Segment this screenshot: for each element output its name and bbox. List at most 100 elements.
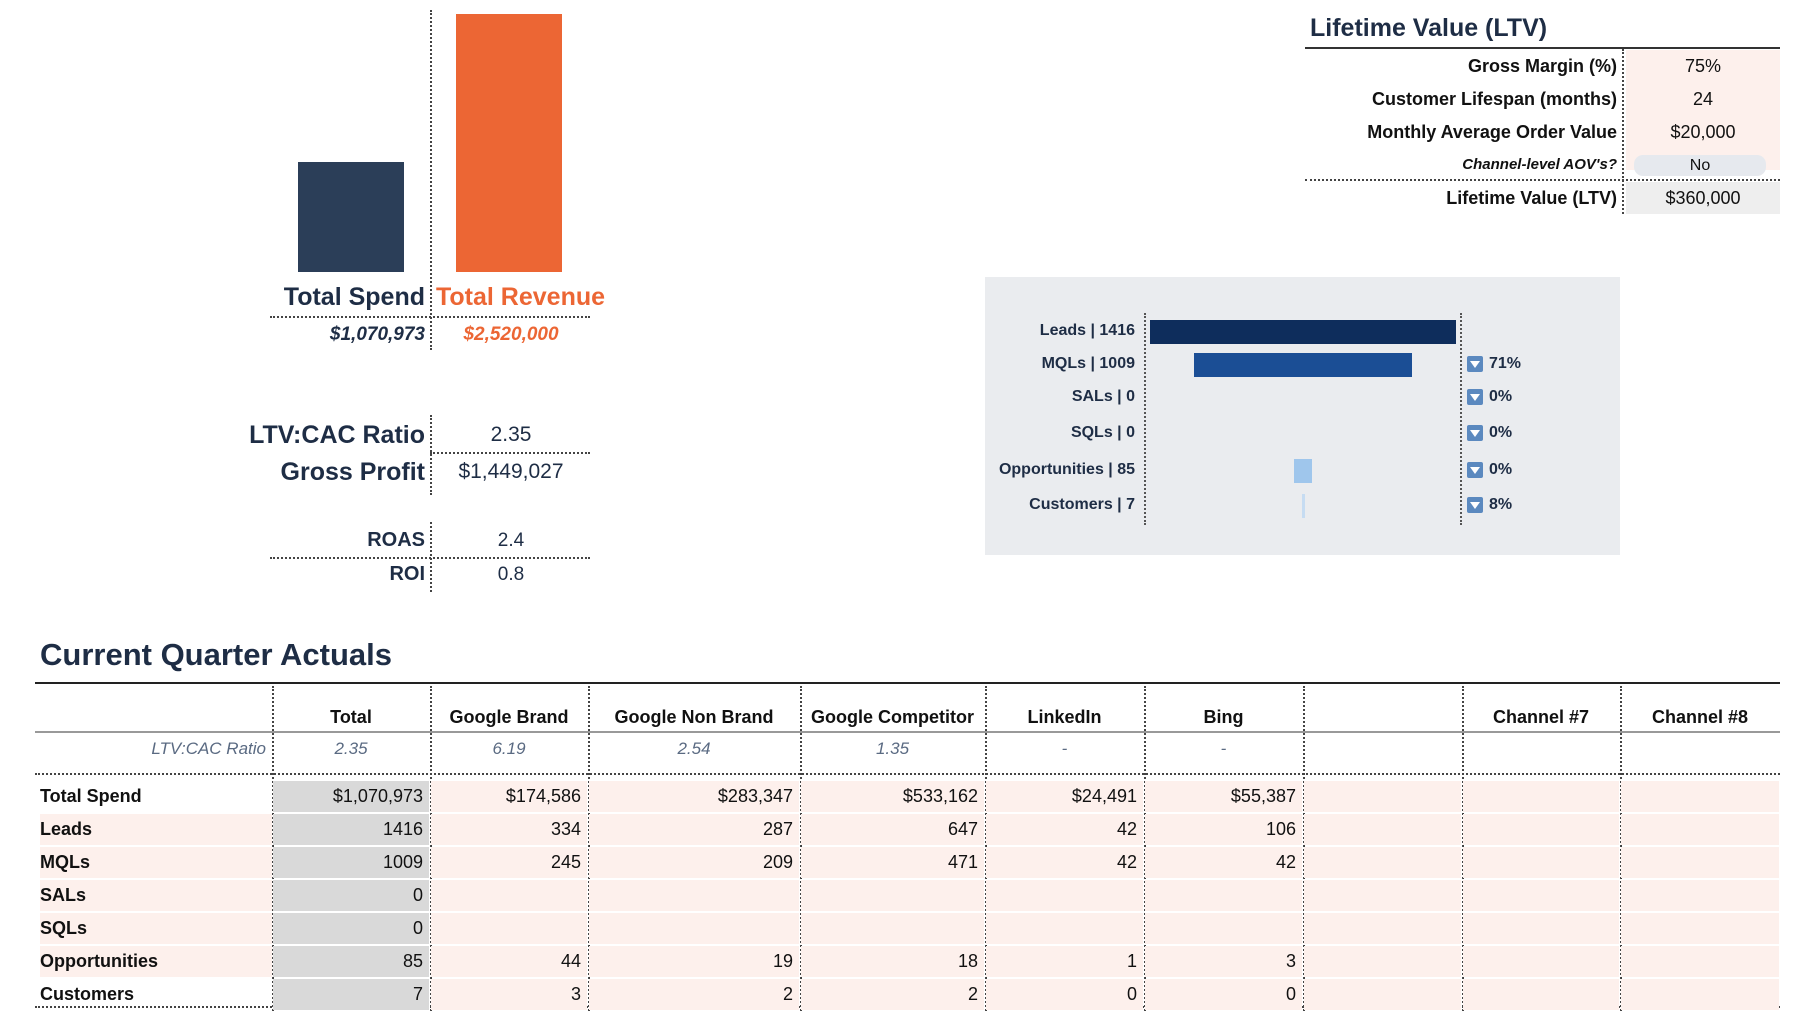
table-cell[interactable] (1304, 847, 1461, 878)
column-header: Total (330, 707, 372, 727)
table-cell[interactable] (986, 913, 1143, 944)
table-cell[interactable]: 1 (986, 946, 1143, 977)
funnel-bar (1150, 320, 1456, 344)
table-cell[interactable] (1304, 913, 1461, 944)
table-cell[interactable] (1145, 913, 1302, 944)
table-cell[interactable] (1304, 781, 1461, 812)
table-cell[interactable] (1621, 781, 1779, 812)
table-cell[interactable] (1304, 979, 1461, 1010)
total-revenue-value: $2,520,000 (463, 324, 559, 345)
table-cell[interactable] (1304, 880, 1461, 911)
total-revenue-label: Total Revenue (436, 283, 606, 311)
table-cell[interactable] (1304, 946, 1461, 977)
column-header: Channel #7 (1492, 707, 1590, 727)
column-header: Google Non Brand (614, 707, 774, 727)
table-cell[interactable]: 471 (801, 847, 984, 878)
table-cell[interactable] (1463, 814, 1619, 845)
table-cell[interactable] (1145, 880, 1302, 911)
gross-margin-value[interactable]: 75% (1684, 56, 1722, 76)
table-cell[interactable] (1621, 979, 1779, 1010)
table-cell[interactable] (1621, 847, 1779, 878)
down-arrow-icon (1467, 388, 1483, 405)
funnel-conversion-pct: 8% (1467, 496, 1557, 514)
ltv-cac-ratio-cell: 6.19 (492, 739, 526, 758)
table-cell[interactable]: 42 (1145, 847, 1302, 878)
table-row-label: SALs (40, 880, 272, 911)
table-cell[interactable] (1621, 814, 1779, 845)
table-cell[interactable] (801, 880, 984, 911)
funnel-conversion-pct: 0% (1467, 388, 1557, 406)
table-cell[interactable] (1463, 781, 1619, 812)
table-cell[interactable]: 209 (589, 847, 799, 878)
table-cell[interactable]: 18 (801, 946, 984, 977)
table-cell[interactable] (589, 880, 799, 911)
table-cell[interactable]: 647 (801, 814, 984, 845)
table-cell[interactable]: 245 (431, 847, 587, 878)
customer-lifespan-value[interactable]: 24 (1692, 89, 1714, 109)
table-cell[interactable]: $174,586 (431, 781, 587, 812)
table-cell[interactable]: $533,162 (801, 781, 984, 812)
table-cell[interactable]: 3 (431, 979, 587, 1010)
column-header: Bing (1203, 707, 1244, 727)
table-cell[interactable]: $24,491 (986, 781, 1143, 812)
column-header: LinkedIn (1027, 707, 1102, 727)
funnel-stage-label: Customers | 7 (1029, 496, 1135, 513)
quarter-section-title: Current Quarter Actuals (40, 637, 392, 672)
gross-margin-label: Gross Margin (%) (1467, 56, 1617, 76)
ltv-result-label: Lifetime Value (LTV) (1446, 188, 1617, 208)
total-revenue-bar (456, 14, 562, 272)
table-cell[interactable]: 2 (589, 979, 799, 1010)
table-cell[interactable] (1463, 913, 1619, 944)
table-cell[interactable]: 44 (431, 946, 587, 977)
down-arrow-icon (1467, 461, 1483, 478)
table-cell[interactable]: 0 (986, 979, 1143, 1010)
table-row-label: Total Spend (40, 786, 142, 806)
table-cell[interactable] (1463, 847, 1619, 878)
channel-aov-dropdown[interactable]: No (1634, 155, 1766, 176)
table-cell[interactable] (589, 913, 799, 944)
table-cell: 1009 (273, 847, 429, 878)
ltv-cac-ratio-cell: 1.35 (875, 739, 910, 758)
funnel-conversion-pct: 71% (1467, 355, 1557, 373)
table-cell[interactable]: 2 (801, 979, 984, 1010)
table-cell[interactable] (431, 913, 587, 944)
table-cell[interactable]: 42 (986, 847, 1143, 878)
table-cell[interactable]: $55,387 (1145, 781, 1302, 812)
down-arrow-icon (1467, 424, 1483, 441)
table-row-label: Opportunities (40, 946, 272, 977)
roas-value: 2.4 (497, 530, 525, 551)
table-cell[interactable]: 42 (986, 814, 1143, 845)
channel-aov-label: Channel-level AOV's? (1462, 156, 1617, 173)
funnel-stage-label: MQLs | 1009 (1041, 355, 1135, 372)
table-cell[interactable] (801, 913, 984, 944)
table-cell[interactable] (1621, 946, 1779, 977)
table-cell[interactable]: 0 (1145, 979, 1302, 1010)
table-cell[interactable] (1304, 814, 1461, 845)
down-arrow-icon (1467, 355, 1483, 372)
table-cell[interactable] (431, 880, 587, 911)
table-row-label: SQLs (40, 913, 272, 944)
table-cell[interactable]: 19 (589, 946, 799, 977)
monthly-aov-value[interactable]: $20,000 (1670, 122, 1736, 142)
table-cell: $1,070,973 (273, 781, 429, 812)
funnel-conversion-pct: 0% (1467, 424, 1557, 442)
table-cell[interactable] (1463, 979, 1619, 1010)
table-cell[interactable] (986, 880, 1143, 911)
funnel-bar (1193, 353, 1412, 377)
table-cell[interactable]: 287 (589, 814, 799, 845)
funnel-bar (1301, 494, 1305, 518)
ltv-cac-ratio-row-label: LTV:CAC Ratio (151, 739, 266, 758)
ltv-cac-ratio-cell: - (1220, 739, 1227, 758)
table-cell[interactable]: 334 (431, 814, 587, 845)
table-cell[interactable]: 3 (1145, 946, 1302, 977)
table-cell[interactable]: 106 (1145, 814, 1302, 845)
monthly-aov-label: Monthly Average Order Value (1367, 122, 1617, 142)
table-cell[interactable]: $283,347 (589, 781, 799, 812)
table-cell: 7 (273, 979, 429, 1010)
table-cell[interactable] (1621, 880, 1779, 911)
table-cell[interactable] (1463, 880, 1619, 911)
table-cell[interactable] (1621, 913, 1779, 944)
table-cell: 0 (273, 913, 429, 944)
funnel-stage-label: SALs | 0 (1071, 388, 1135, 405)
table-cell[interactable] (1463, 946, 1619, 977)
